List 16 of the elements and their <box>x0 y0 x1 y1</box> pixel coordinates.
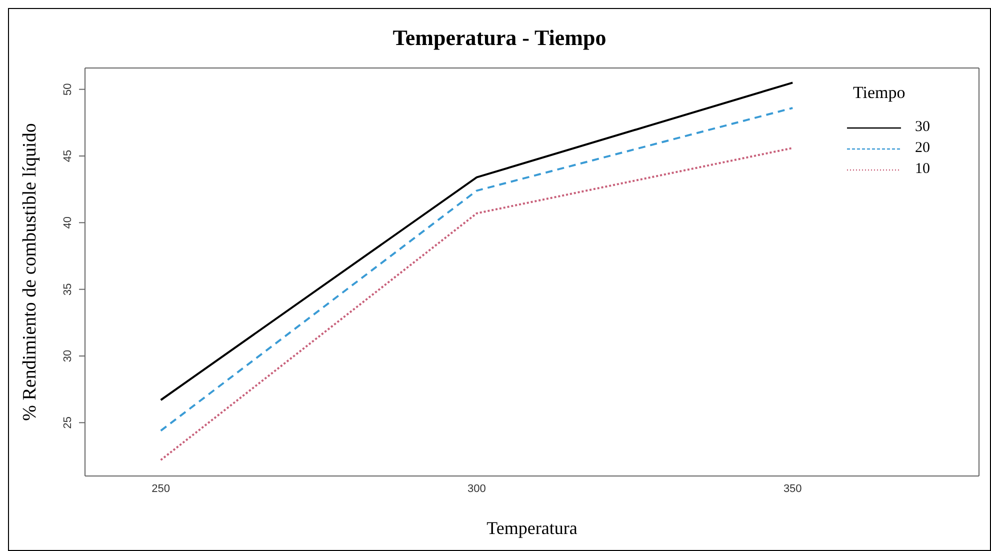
y-tick-label: 40 <box>62 216 74 229</box>
x-tick-label: 350 <box>783 482 802 495</box>
y-tick-label: 25 <box>62 416 74 429</box>
x-tick-label: 300 <box>468 482 486 495</box>
y-axis-title: % Rendimiento de combustible líquido <box>20 123 41 421</box>
x-axis-title: Temperatura <box>486 518 578 538</box>
legend-label: 10 <box>915 161 930 178</box>
y-tick-label: 30 <box>62 350 74 362</box>
x-tick-label: 250 <box>152 482 170 495</box>
y-tick-label: 50 <box>62 83 74 96</box>
legend-label: 20 <box>915 140 930 157</box>
y-tick-label: 35 <box>62 283 74 296</box>
legend-title: Tiempo <box>853 83 906 103</box>
legend-label: 30 <box>915 119 930 136</box>
y-tick-label: 45 <box>62 150 74 162</box>
chart-title: Temperatura - Tiempo <box>392 25 608 51</box>
